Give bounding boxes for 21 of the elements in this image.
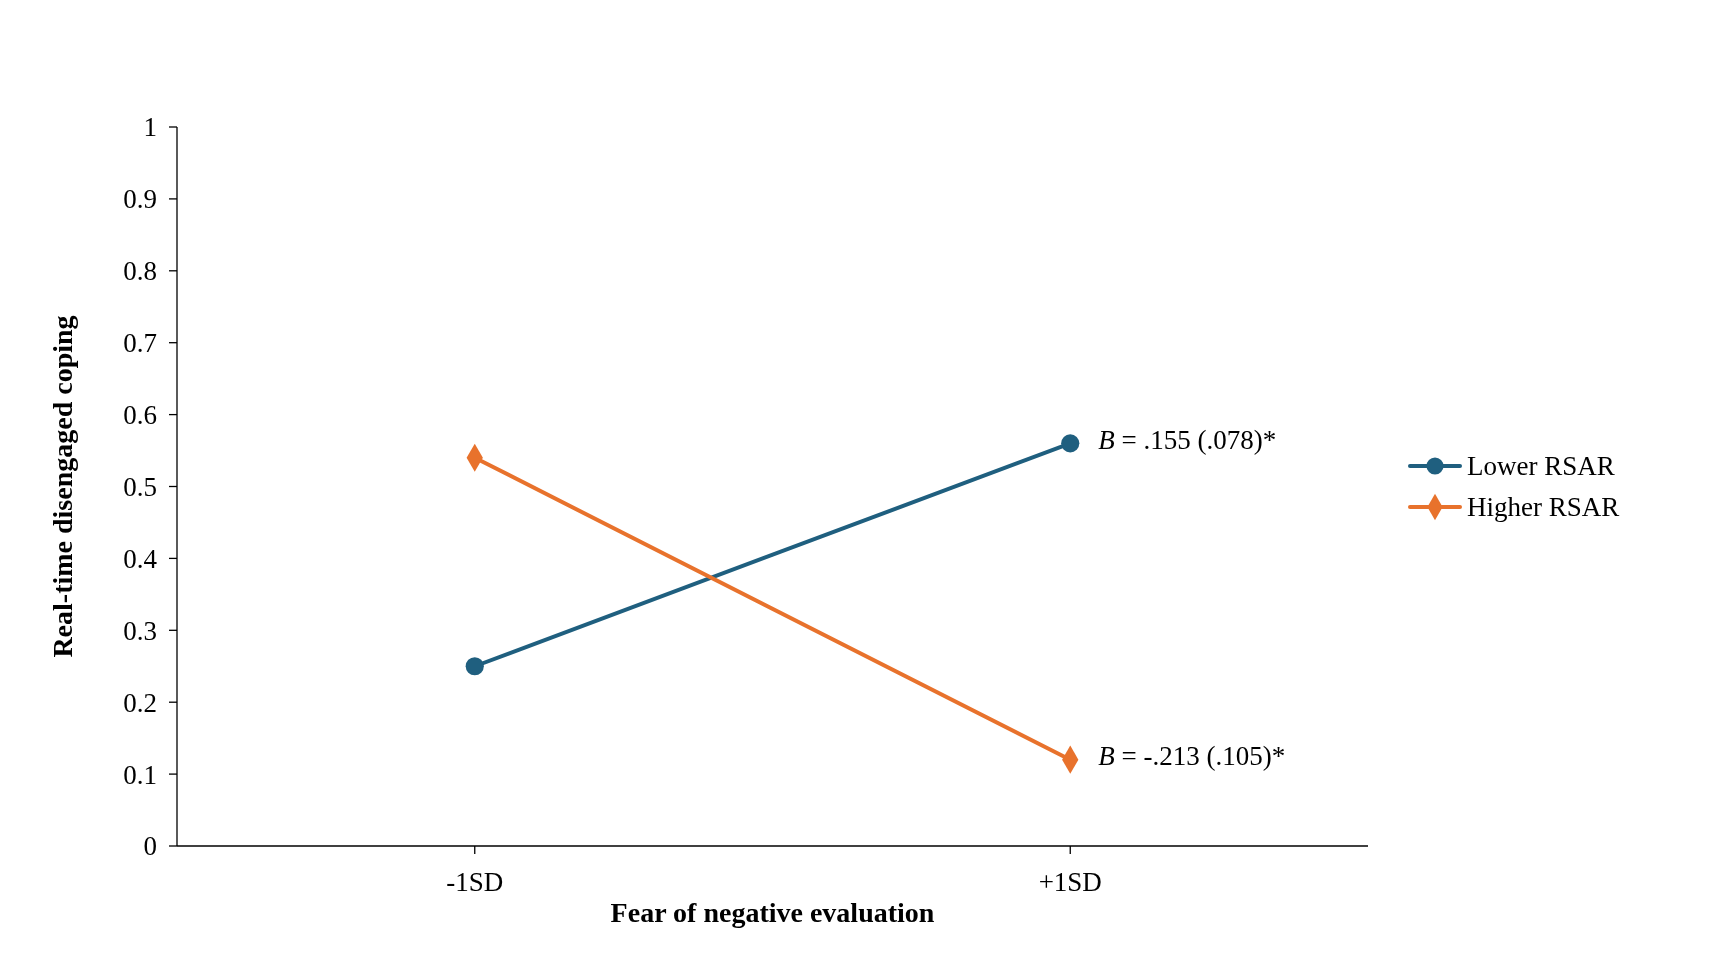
- y-tick-label: 0.8: [123, 256, 157, 287]
- y-tick-label: 0.1: [123, 759, 157, 790]
- point: [465, 657, 484, 676]
- legend-label: Lower RSAR: [1467, 451, 1615, 482]
- y-tick-label: 0.9: [123, 184, 157, 215]
- y-tick-label: 0.4: [123, 543, 158, 574]
- x-tick-label: +1SD: [1038, 867, 1102, 897]
- annotation: B = .155 (.078)*: [1098, 424, 1277, 455]
- legend-label: Higher RSAR: [1467, 492, 1620, 523]
- y-tick-label: 0: [143, 831, 157, 862]
- y-tick-label: 0.5: [123, 471, 157, 502]
- x-tick-label: -1SD: [446, 867, 504, 897]
- y-axis-title: Real-time disengaged coping: [47, 315, 78, 658]
- y-tick-label: 0.6: [123, 400, 157, 431]
- annotation: B = -.213 (.105)*: [1098, 741, 1286, 772]
- y-tick-label: 1: [143, 112, 157, 143]
- y-tick-label: 0.7: [123, 328, 157, 359]
- x-axis-title: Fear of negative evaluation: [610, 897, 935, 928]
- y-tick-label: 0.3: [123, 615, 157, 646]
- y-tick-label: 0.2: [123, 687, 157, 718]
- point: [1061, 434, 1080, 453]
